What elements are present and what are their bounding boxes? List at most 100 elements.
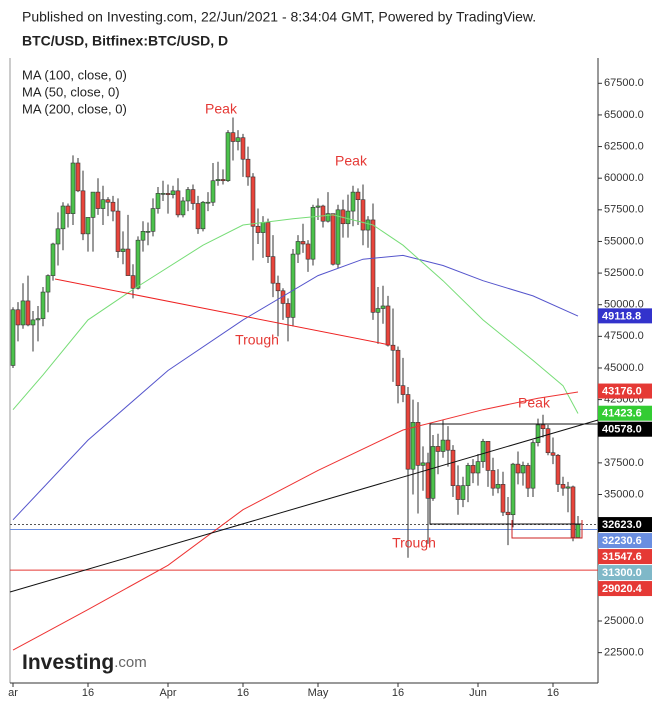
candle-body (490, 470, 496, 489)
candle-body (460, 485, 466, 500)
y-tick-label: 22500.0 (604, 647, 644, 659)
candle-body (500, 484, 506, 513)
candle-body (410, 422, 416, 470)
y-tick-label: 50000.0 (604, 299, 644, 311)
legend-entry: MA (100, close, 0) (22, 67, 127, 82)
price-label: 29020.4 (602, 583, 643, 595)
candle-body (415, 422, 421, 466)
candle-body (555, 454, 561, 485)
x-tick-label: 16 (547, 687, 559, 699)
plot-area (10, 117, 598, 651)
published-note: Published on Investing.com, 22/Jun/2021 … (22, 9, 536, 25)
candle-body (245, 158, 251, 178)
y-tick-label: 62500.0 (604, 140, 644, 152)
candle-body (65, 205, 71, 214)
candle-body (350, 191, 356, 212)
candle-body (435, 446, 441, 452)
symbol-title: BTC/USD, Bitfinex:BTC/USD, D (22, 33, 228, 49)
candle-body (85, 217, 91, 235)
candle-body (310, 206, 316, 260)
ma-line (12, 391, 579, 651)
candle-body (395, 349, 401, 386)
candle-body (60, 205, 66, 230)
candle-body (440, 439, 446, 452)
candle-body (180, 200, 186, 216)
x-tick-label: Apr (159, 687, 176, 699)
candle-body (570, 486, 576, 538)
candle-body (145, 231, 151, 233)
candle-body (535, 424, 541, 443)
price-label: 43176.0 (602, 385, 642, 397)
x-tick-label: 16 (392, 687, 404, 699)
candle-body (575, 524, 581, 538)
candle-body (560, 484, 566, 489)
candle-body (285, 303, 291, 318)
candle-body (505, 511, 511, 516)
candle-body (190, 189, 196, 204)
candle-body (375, 308, 381, 313)
price-label-bg (598, 549, 652, 565)
candle-body (80, 190, 86, 235)
candle-body (530, 442, 536, 489)
candle-body (470, 465, 476, 474)
candle-body (450, 449, 456, 486)
x-tick-label: 16 (82, 687, 94, 699)
candle-body (235, 137, 241, 142)
price-label: 49118.8 (602, 310, 641, 322)
candle-body (325, 213, 331, 222)
candle-body (165, 193, 171, 195)
candle-body (485, 441, 491, 471)
candle-body (495, 484, 501, 489)
candle-body (330, 213, 336, 265)
candle-body (155, 193, 161, 209)
candle-body (220, 179, 226, 182)
candle-body (565, 486, 571, 489)
y-tick-label: 35000.0 (604, 488, 644, 500)
candle-body (480, 441, 486, 462)
y-tick-label: 45000.0 (604, 362, 644, 374)
candle-body (225, 132, 231, 182)
candle-body (240, 137, 246, 160)
price-label-bg (598, 581, 652, 597)
y-tick-label: 55000.0 (604, 235, 644, 247)
candle-body (465, 465, 471, 486)
candle-body (275, 282, 281, 292)
y-tick-label: 37500.0 (604, 457, 644, 469)
price-label-bg (598, 383, 652, 399)
legend-entry: MA (50, close, 0) (22, 84, 120, 99)
candle-body (140, 231, 146, 241)
price-label: 40578.0 (602, 424, 642, 436)
candle-body (100, 199, 106, 209)
candle-body (250, 176, 256, 227)
candle-body (390, 344, 396, 351)
candle-body (175, 190, 181, 216)
candle-body (370, 219, 376, 313)
price-label: 31547.6 (602, 551, 642, 563)
candle-body (40, 291, 46, 319)
candle-body (355, 191, 361, 201)
candle-body (430, 446, 436, 499)
trend-line (54, 278, 391, 346)
logo-text: Investing (22, 651, 114, 674)
candle-body (335, 209, 341, 265)
candle-body (540, 424, 546, 429)
candle-body (230, 132, 236, 142)
price-label-bg (598, 405, 652, 421)
candle-body (550, 452, 556, 456)
candle-body (525, 465, 531, 489)
candle-body (75, 162, 81, 192)
candle-body (35, 318, 41, 321)
candle-body (215, 179, 221, 182)
candle-body (110, 201, 116, 212)
candle-body (420, 462, 426, 466)
annotation: Peak (205, 101, 238, 117)
candle-body (115, 210, 121, 252)
candle-body (475, 461, 481, 474)
candle-body (20, 300, 26, 326)
candle-body (270, 256, 276, 284)
annotation: Peak (518, 395, 551, 411)
price-label-bg (598, 517, 652, 533)
price-label-bg (598, 421, 652, 437)
candle-body (360, 199, 366, 231)
x-tick-label: May (308, 687, 329, 699)
